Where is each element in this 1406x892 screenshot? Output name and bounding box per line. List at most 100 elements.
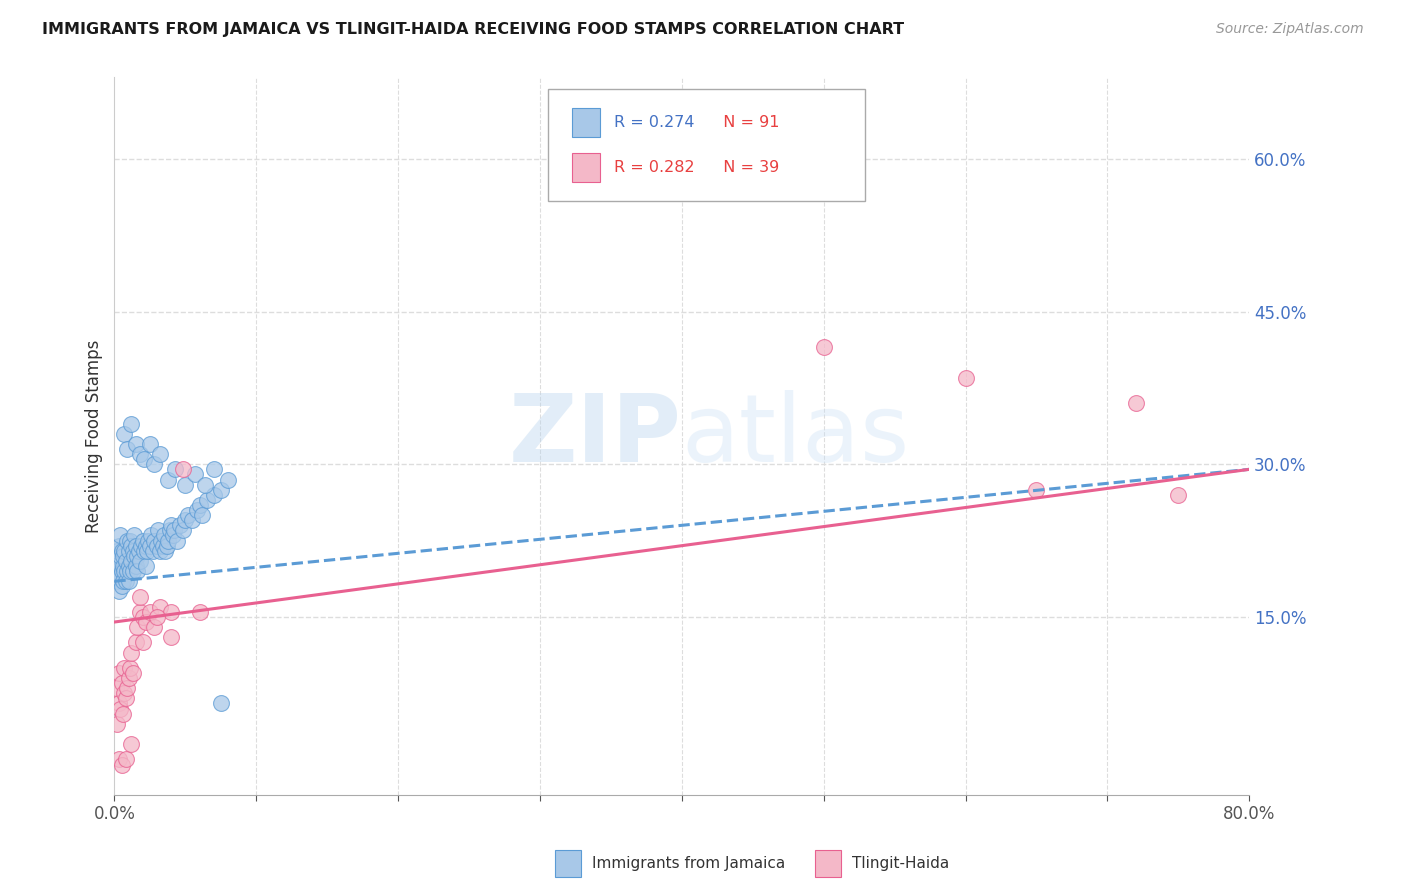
Point	[112, 686, 135, 700]
Text: Tlingit-Haida: Tlingit-Haida	[852, 856, 949, 871]
Point	[152, 539, 174, 553]
Point	[177, 508, 200, 523]
Point	[125, 559, 148, 574]
Point	[131, 539, 153, 553]
Point	[120, 554, 142, 568]
Point	[127, 620, 149, 634]
Point	[112, 426, 135, 441]
Point	[115, 533, 138, 548]
Point	[110, 564, 132, 578]
Text: N = 91: N = 91	[713, 115, 779, 130]
Point	[186, 503, 208, 517]
Point	[120, 539, 142, 553]
Point	[118, 533, 141, 548]
Point	[153, 528, 176, 542]
Point	[149, 447, 172, 461]
Point	[139, 539, 162, 553]
Point	[107, 697, 129, 711]
Point	[1025, 483, 1047, 497]
Point	[120, 646, 142, 660]
Text: R = 0.274: R = 0.274	[614, 115, 695, 130]
Point	[114, 752, 136, 766]
Point	[155, 543, 177, 558]
Point	[172, 462, 194, 476]
Point	[143, 457, 166, 471]
Point	[159, 524, 181, 538]
Point	[146, 610, 169, 624]
Point	[107, 584, 129, 599]
Point	[148, 524, 170, 538]
Point	[115, 564, 138, 578]
Point	[108, 569, 131, 583]
Point	[129, 447, 152, 461]
Point	[139, 437, 162, 451]
Point	[134, 452, 156, 467]
Point	[184, 467, 207, 482]
Point	[104, 681, 127, 696]
Point	[110, 757, 132, 772]
Point	[125, 539, 148, 553]
Point	[181, 513, 204, 527]
Point	[163, 524, 186, 538]
Text: IMMIGRANTS FROM JAMAICA VS TLINGIT-HAIDA RECEIVING FOOD STAMPS CORRELATION CHART: IMMIGRANTS FROM JAMAICA VS TLINGIT-HAIDA…	[42, 22, 904, 37]
Point	[160, 518, 183, 533]
Point	[112, 564, 135, 578]
Text: N = 39: N = 39	[713, 160, 779, 175]
Point	[132, 635, 155, 649]
Point	[122, 528, 145, 542]
Point	[111, 559, 134, 574]
Point	[114, 554, 136, 568]
Point	[195, 492, 218, 507]
Point	[107, 665, 129, 680]
Point	[157, 533, 180, 548]
Point	[174, 513, 197, 527]
Point	[122, 549, 145, 563]
Point	[117, 574, 139, 589]
Point	[1167, 488, 1189, 502]
Point	[105, 716, 128, 731]
Point	[156, 539, 179, 553]
Point	[165, 462, 187, 476]
Point	[114, 574, 136, 589]
Point	[107, 559, 129, 574]
Point	[955, 370, 977, 384]
Point	[138, 533, 160, 548]
Point	[127, 564, 149, 578]
Text: R = 0.282: R = 0.282	[614, 160, 695, 175]
Point	[209, 483, 232, 497]
Point	[174, 477, 197, 491]
Point	[107, 752, 129, 766]
Point	[129, 590, 152, 604]
Point	[188, 498, 211, 512]
Point	[115, 442, 138, 456]
Point	[115, 681, 138, 696]
Point	[111, 574, 134, 589]
Point	[135, 539, 157, 553]
Point	[1125, 396, 1147, 410]
Point	[105, 543, 128, 558]
Point	[105, 574, 128, 589]
Point	[191, 508, 214, 523]
Point	[121, 543, 143, 558]
Point	[134, 543, 156, 558]
Point	[117, 543, 139, 558]
Point	[132, 533, 155, 548]
Point	[172, 524, 194, 538]
Point	[166, 533, 188, 548]
Point	[118, 661, 141, 675]
Point	[125, 437, 148, 451]
Point	[112, 661, 135, 675]
Point	[209, 697, 232, 711]
Point	[110, 579, 132, 593]
Point	[139, 605, 162, 619]
Point	[149, 599, 172, 614]
Point	[108, 701, 131, 715]
Point	[202, 488, 225, 502]
Point	[143, 620, 166, 634]
Point	[117, 559, 139, 574]
Text: ZIP: ZIP	[509, 391, 682, 483]
Point	[143, 533, 166, 548]
Point	[128, 543, 150, 558]
Point	[160, 605, 183, 619]
Point	[135, 615, 157, 629]
